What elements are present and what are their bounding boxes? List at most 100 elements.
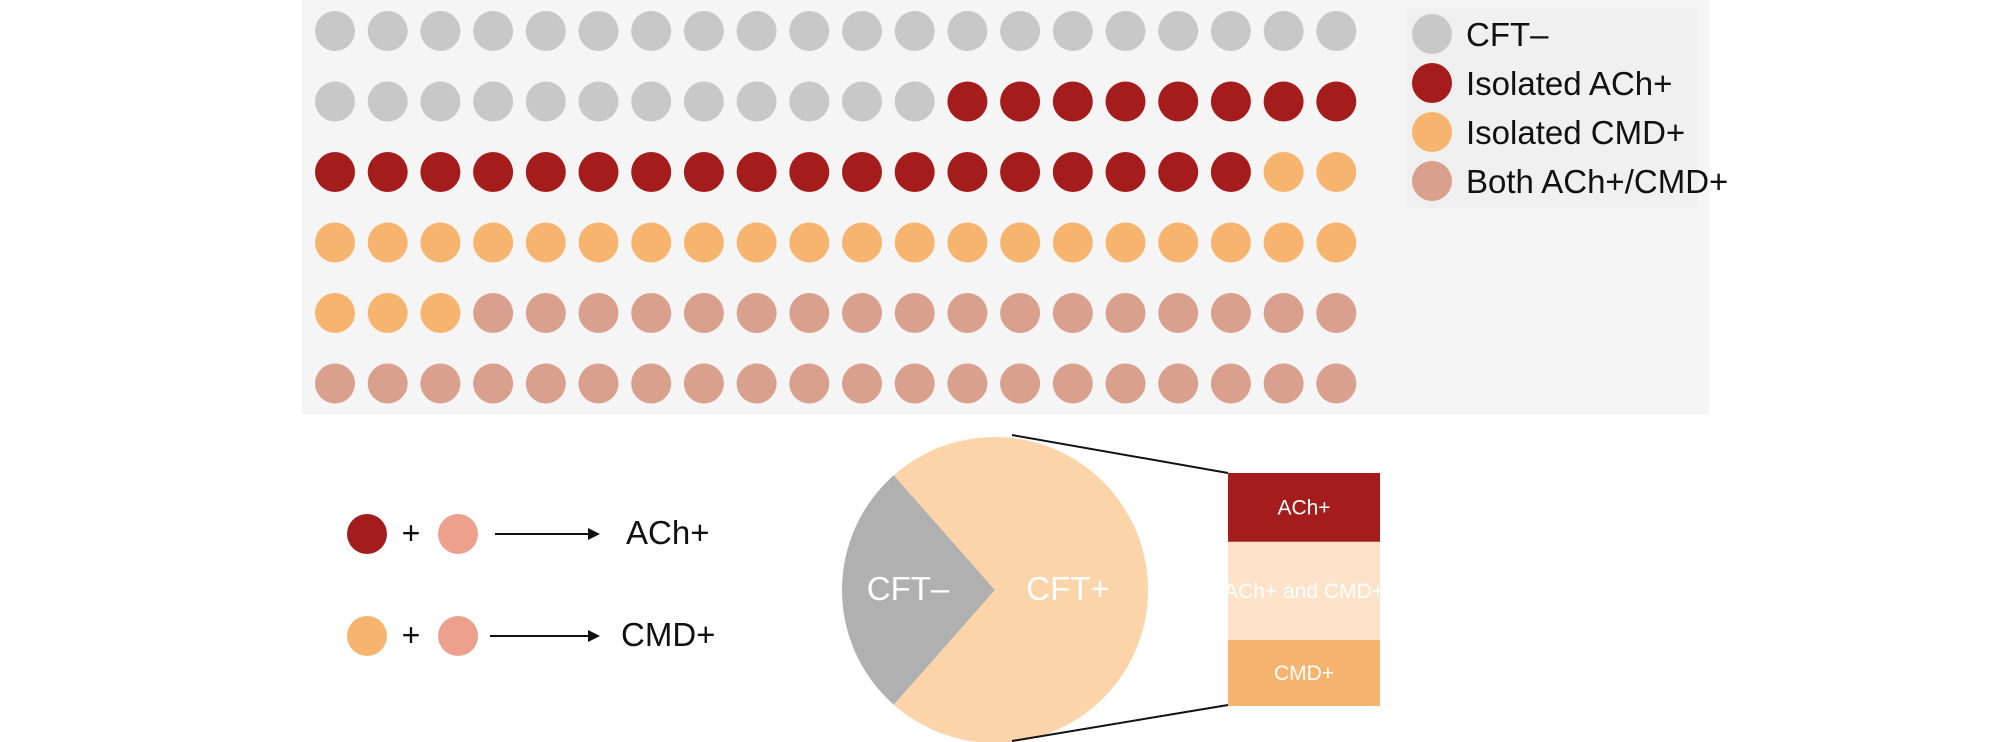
waffle-dot-cft-neg [947, 11, 988, 51]
equation-cmd-result: CMD+ [621, 616, 715, 653]
waffle-dot-isolated-ach [1105, 152, 1146, 192]
waffle-dot-both [842, 363, 882, 404]
waffle-dot-isolated-ach [1210, 81, 1251, 122]
waffle-dot-cft-neg [1000, 11, 1041, 51]
equation-cmd-dot-isolated [347, 616, 387, 656]
legend-item-isolated-cmd: Isolated CMD+ [1412, 112, 1685, 152]
waffle-dot-both [1158, 363, 1199, 404]
waffle-dot-isolated-ach [1000, 81, 1041, 122]
waffle-dot-both [789, 363, 830, 404]
waffle-dot-isolated-cmd [578, 222, 619, 263]
waffle-dot-isolated-cmd [473, 222, 514, 263]
waffle-dot-isolated-cmd [315, 293, 355, 333]
waffle-dot-isolated-cmd [1263, 222, 1304, 263]
pie-label-cft-neg: CFT– [867, 570, 950, 607]
bar-label-both: ACh+ and CMD+ [1224, 580, 1384, 603]
legend: CFT– Isolated ACh+ Isolated CMD+ Both AC… [1406, 8, 1728, 208]
equation-cmd-arrowhead [588, 630, 600, 642]
waffle-dot-isolated-ach [1158, 152, 1199, 192]
waffle-dot-isolated-ach [631, 152, 672, 192]
waffle-dot-both [1210, 363, 1251, 404]
waffle-dot-both [683, 363, 724, 404]
waffle-dot-both [947, 363, 988, 404]
legend-label-both: Both ACh+/CMD+ [1466, 163, 1728, 200]
legend-swatch-both [1412, 161, 1452, 201]
waffle-dot-cft-neg [473, 11, 514, 51]
pie-label-cft-pos: CFT+ [1026, 570, 1109, 607]
waffle-dot-both [631, 363, 672, 404]
waffle-dot-both [525, 363, 566, 404]
waffle-dot-cft-neg [789, 81, 830, 122]
bar-label-ach: ACh+ [1277, 496, 1330, 519]
waffle-dot-isolated-ach [1052, 81, 1093, 122]
waffle-dot-both [1105, 363, 1146, 404]
waffle-dot-isolated-cmd [894, 222, 935, 263]
equation-ach-dot-isolated [347, 514, 387, 554]
waffle-chart [315, 11, 1357, 404]
waffle-dot-isolated-cmd [1158, 222, 1199, 263]
pie-slice-cft-neg [842, 475, 995, 705]
waffle-dot-cft-neg [842, 81, 882, 122]
waffle-dot-isolated-ach [894, 152, 935, 192]
equation-ach-arrowhead [588, 528, 600, 540]
waffle-dot-both [894, 293, 935, 333]
legend-swatch-isolated-ach [1412, 63, 1452, 103]
waffle-dot-isolated-cmd [1316, 152, 1357, 192]
waffle-dot-both [736, 363, 777, 404]
waffle-dot-both [842, 293, 882, 333]
waffle-dot-isolated-cmd [1000, 222, 1041, 263]
waffle-dot-both [1158, 293, 1199, 333]
legend-label-isolated-ach: Isolated ACh+ [1466, 65, 1672, 102]
waffle-dot-cft-neg [578, 81, 619, 122]
waffle-dot-cft-neg [1316, 11, 1357, 51]
waffle-dot-cft-neg [842, 11, 882, 51]
equation-ach-plus: + [402, 515, 421, 551]
waffle-dot-isolated-ach [1158, 81, 1199, 122]
waffle-dot-cft-neg [367, 81, 408, 122]
waffle-dot-cft-neg [525, 81, 566, 122]
legend-item-both: Both ACh+/CMD+ [1412, 161, 1728, 201]
waffle-dot-both [1000, 363, 1041, 404]
bar-segment-both [1228, 541, 1380, 640]
waffle-dot-isolated-cmd [1052, 222, 1093, 263]
stacked-bar: ACh+ ACh+ and CMD+ CMD+ [1224, 473, 1384, 706]
waffle-dot-isolated-cmd [842, 222, 882, 263]
waffle-dot-isolated-ach [473, 152, 514, 192]
waffle-dot-both [1263, 293, 1304, 333]
waffle-dot-isolated-ach [842, 152, 882, 192]
waffle-dot-cft-neg [631, 11, 672, 51]
waffle-dot-isolated-ach [1105, 81, 1146, 122]
waffle-dot-isolated-cmd [789, 222, 830, 263]
waffle-dot-isolated-cmd [947, 222, 988, 263]
legend-item-isolated-ach: Isolated ACh+ [1412, 63, 1672, 103]
waffle-dot-isolated-ach [1316, 81, 1357, 122]
waffle-dot-isolated-cmd [736, 222, 777, 263]
equation-cmd: + CMD+ [347, 616, 715, 656]
legend-background [1406, 8, 1698, 208]
waffle-dot-isolated-ach [1000, 152, 1041, 192]
waffle-dot-cft-neg [1263, 11, 1304, 51]
waffle-dot-both [789, 293, 830, 333]
waffle-dot-cft-neg [1210, 11, 1251, 51]
waffle-dot-cft-neg [420, 11, 461, 51]
waffle-dot-isolated-cmd [420, 293, 461, 333]
waffle-dot-both [578, 363, 619, 404]
legend-swatch-isolated-cmd [1412, 112, 1452, 152]
legend-swatch-cft-neg [1412, 14, 1452, 54]
waffle-dot-cft-neg [1052, 11, 1093, 51]
equation-ach-dot-both [438, 514, 478, 554]
connector-bottom [1011, 704, 1229, 742]
legend-label-cft-neg: CFT– [1466, 16, 1549, 53]
waffle-dot-isolated-cmd [631, 222, 672, 263]
waffle-dot-cft-neg [736, 11, 777, 51]
waffle-dot-both [1210, 293, 1251, 333]
waffle-dot-isolated-ach [420, 152, 461, 192]
waffle-dot-isolated-cmd [1105, 222, 1146, 263]
waffle-dot-isolated-ach [736, 152, 777, 192]
waffle-dot-isolated-ach [367, 152, 408, 192]
pie-slice-cft-pos [893, 437, 1148, 742]
waffle-dot-both [1316, 363, 1357, 404]
waffle-dot-cft-neg [315, 11, 355, 51]
legend-label-isolated-cmd: Isolated CMD+ [1466, 114, 1685, 151]
waffle-dot-isolated-cmd [1210, 222, 1251, 263]
